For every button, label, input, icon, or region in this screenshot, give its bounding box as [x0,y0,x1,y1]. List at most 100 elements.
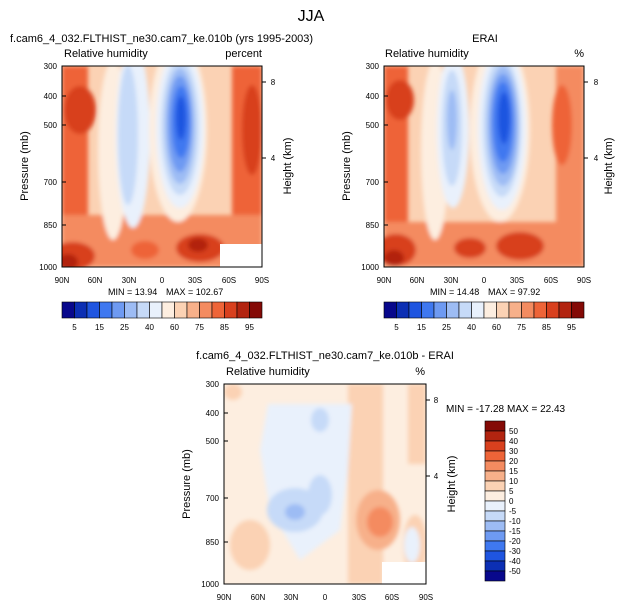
pressure-tick-label: 400 [366,92,380,101]
latitude-tick-label: 60N [410,276,425,285]
colorbar-tick-label: 25 [120,323,129,332]
panel-diff-field [224,384,426,584]
colorbar-tick-label: 50 [509,427,518,436]
colorbar-erai: 5 15 25 40 60 75 85 95 [383,301,585,332]
panel-erai-units-label: % [574,48,584,60]
panel-model-y-ticks: 300 400 500 700 850 1000 [39,62,66,272]
colorbar-tick-label: 85 [542,323,551,332]
colorbar-tick-label: 60 [492,323,501,332]
panel-model-ylabel: Pressure (mb) [19,131,31,201]
panel-erai-min: MIN = 14.48 [430,287,479,297]
panel-diff-ylabel: Pressure (mb) [181,449,193,519]
colorbar-swatch [484,510,506,522]
latitude-tick-label: 90S [255,276,269,285]
colorbar-tick-label: 40 [467,323,476,332]
latitude-tick-label: 60S [544,276,558,285]
pressure-tick-label: 500 [366,121,380,130]
panel-erai-height-axis: 8 4 Height (km) [584,78,615,194]
colorbar-swatch [211,301,225,319]
colorbar-tick-label: 5 [509,487,514,496]
latitude-tick-label: 0 [160,276,165,285]
pressure-tick-label: 1000 [201,580,219,589]
colorbar-swatch [484,490,506,502]
colorbar-swatch [484,560,506,572]
colorbar-tick-label: 25 [442,323,451,332]
pressure-tick-label: 700 [44,178,58,187]
colorbar-swatch [421,301,435,319]
colorbar-tick-label: 20 [509,457,518,466]
colorbar-swatch [458,301,472,319]
colorbar-swatch [484,450,506,462]
latitude-tick-label: 60N [251,593,266,602]
colorbar-swatch [484,570,506,582]
colorbar-tick-label: 15 [509,467,518,476]
panel-model-x-ticks: 90N 60N 30N 0 30S 60S 90S [55,276,269,285]
colorbar-model: 5 15 25 40 60 75 85 95 [61,301,263,332]
colorbar-swatch [186,301,200,319]
panel-model-title: f.cam6_4_032.FLTHIST_ne30.cam7_ke.010b (… [10,33,313,45]
latitude-tick-label: 30N [122,276,137,285]
latitude-tick-label: 30S [510,276,524,285]
height-tick-label: 4 [434,472,439,481]
colorbar-swatch [484,440,506,452]
pressure-tick-label: 300 [206,380,220,389]
colorbar-swatch [484,530,506,542]
panel-diff-x-ticks: 90N 60N 30N 0 30S 60S 90S [217,593,433,602]
panel-erai-x-ticks: 90N 60N 30N 0 30S 60S 90S [377,276,591,285]
panel-model-variable-label: Relative humidity [64,48,148,60]
panel-erai-max: MAX = 97.92 [488,287,540,297]
panel-model: f.cam6_4_032.FLTHIST_ne30.cam7_ke.010b (… [10,33,313,332]
panel-erai-variable-label: Relative humidity [385,48,469,60]
colorbar-tick-label: 15 [95,323,104,332]
colorbar-tick-label: 15 [417,323,426,332]
colorbar-swatch [484,480,506,492]
colorbar-swatch [571,301,585,319]
colorbar-swatch [484,420,506,432]
colorbar-tick-label: 30 [509,447,518,456]
colorbar-tick-label: -15 [509,527,521,536]
latitude-tick-label: 0 [323,593,328,602]
pressure-tick-label: 850 [44,221,58,230]
pressure-tick-label: 400 [44,92,58,101]
colorbar-swatch [249,301,263,319]
colorbar-tick-label: 0 [509,497,514,506]
colorbar-swatch [484,430,506,442]
panel-diff-units-label: % [415,366,425,378]
colorbar-tick-label: 5 [394,323,399,332]
colorbar-swatch [484,550,506,562]
colorbar-swatch [136,301,150,319]
colorbar-swatch [396,301,410,319]
height-tick-label: 8 [434,396,439,405]
panel-diff: f.cam6_4_032.FLTHIST_ne30.cam7_ke.010b -… [181,350,566,602]
colorbar-swatch [236,301,250,319]
colorbar-swatch [383,301,397,319]
panel-model-height-axis: 8 4 Height (km) [262,78,294,194]
colorbar-tick-label: -10 [509,517,521,526]
colorbar-swatch [199,301,213,319]
pressure-tick-label: 850 [206,538,220,547]
panel-model-y2label: Height (km) [282,138,294,195]
colorbar-swatch [149,301,163,319]
colorbar-swatch [483,301,497,319]
latitude-tick-label: 60S [385,593,399,602]
panel-diff-title: f.cam6_4_032.FLTHIST_ne30.cam7_ke.010b -… [196,350,454,362]
colorbar-tick-label: 95 [567,323,576,332]
colorbar-tick-label: 85 [220,323,229,332]
latitude-tick-label: 30N [444,276,459,285]
panel-diff-height-axis: 8 4 Height (km) [426,396,458,512]
pressure-tick-label: 700 [366,178,380,187]
colorbar-swatch [558,301,572,319]
colorbar-swatch [471,301,485,319]
latitude-tick-label: 60N [88,276,103,285]
panel-model-max: MAX = 102.67 [166,287,223,297]
colorbar-swatch [521,301,535,319]
colorbar-swatch [86,301,100,319]
pressure-tick-label: 1000 [361,263,379,272]
colorbar-swatch [99,301,113,319]
panel-erai: ERAI Relative humidity % [341,33,615,332]
latitude-tick-label: 90N [217,593,232,602]
colorbar-swatch [508,301,522,319]
colorbar-swatch [546,301,560,319]
